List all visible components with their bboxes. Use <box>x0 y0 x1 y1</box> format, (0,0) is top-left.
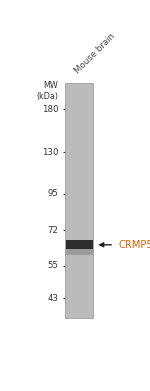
Text: CRMP5: CRMP5 <box>119 240 150 250</box>
Text: 72: 72 <box>47 226 58 235</box>
Bar <box>66 240 93 249</box>
Text: 55: 55 <box>47 261 58 270</box>
Text: 130: 130 <box>42 148 58 157</box>
Text: MW
(kDa): MW (kDa) <box>36 81 58 101</box>
Text: Mouse brain: Mouse brain <box>73 32 117 75</box>
Text: 180: 180 <box>42 105 58 114</box>
Bar <box>66 249 93 255</box>
Text: 43: 43 <box>47 294 58 303</box>
Text: 95: 95 <box>47 189 58 198</box>
